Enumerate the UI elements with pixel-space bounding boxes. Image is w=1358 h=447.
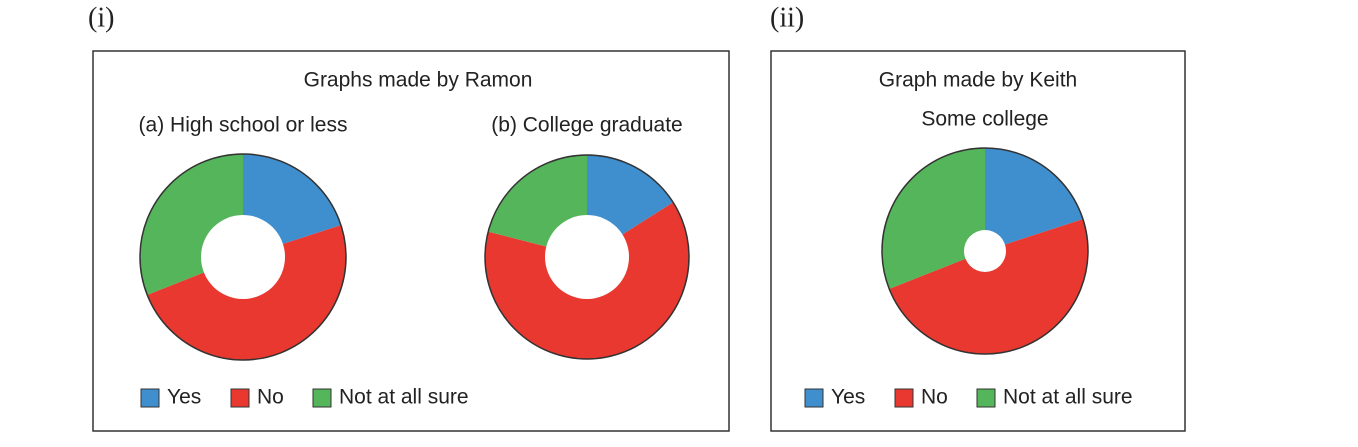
donut-hole [201, 215, 285, 299]
panel-frame [92, 50, 730, 432]
donut-hole [964, 230, 1006, 272]
legend-label: No [921, 386, 948, 409]
pie-outline [484, 154, 690, 360]
legend-label: Not at all sure [1003, 386, 1133, 409]
donut-hole [545, 215, 629, 299]
panel-title: Graphs made by Ramon [304, 69, 533, 92]
chart-title: (b) College graduate [491, 114, 682, 137]
legend-swatch [976, 388, 996, 408]
legend-swatch [894, 388, 914, 408]
legend-label: Not at all sure [339, 386, 469, 409]
legend-label: Yes [167, 386, 201, 409]
pie-outline [139, 153, 347, 361]
panel-title: Graph made by Keith [879, 69, 1077, 92]
panel-label: (i) [88, 2, 114, 33]
legend-swatch [312, 388, 332, 408]
legend-swatch [140, 388, 160, 408]
panel-frame [770, 50, 1186, 432]
legend-label: Yes [831, 386, 865, 409]
pie-outline [881, 147, 1089, 355]
legend-swatch [230, 388, 250, 408]
legend-label: No [257, 386, 284, 409]
chart-title: (a) High school or less [139, 114, 348, 137]
panel-label: (ii) [770, 2, 804, 33]
legend-swatch [804, 388, 824, 408]
chart-title: Some college [921, 108, 1048, 131]
pie-slice [889, 219, 1089, 355]
pie-slice [985, 148, 1083, 251]
